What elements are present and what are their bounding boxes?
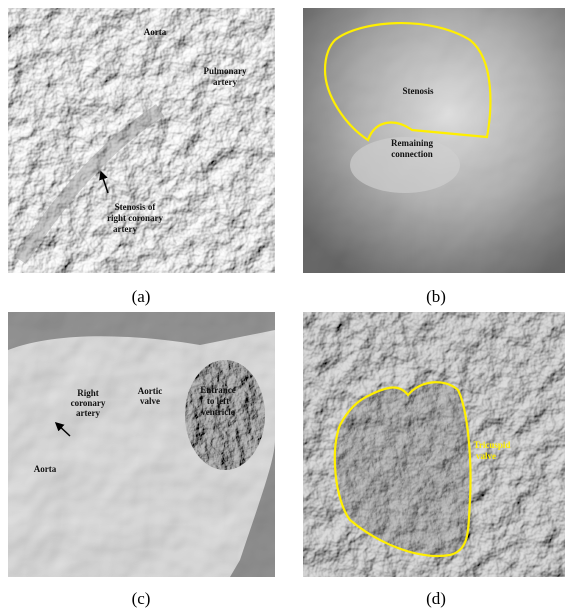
- caption: (d): [426, 589, 446, 608]
- caption: (c): [132, 589, 151, 608]
- annotation: coronary: [71, 398, 106, 408]
- annotation: valve: [140, 396, 160, 406]
- annotation: Aortic: [138, 386, 163, 396]
- caption: (a): [132, 287, 151, 306]
- annotation: Stenosis: [402, 86, 434, 96]
- annotation: to left: [207, 396, 229, 406]
- render-image: [8, 8, 275, 273]
- render-texture: [303, 8, 565, 273]
- figure: Aorta Pulmonary artery Stenosis of right…: [0, 0, 565, 612]
- annotation: Pulmonary: [203, 66, 247, 76]
- annotation: Entrance: [200, 385, 236, 395]
- annotation: valve: [476, 451, 496, 461]
- caption: (b): [426, 287, 446, 306]
- annotation: artery: [213, 77, 237, 87]
- panel-b: Stenosis Remaining connection (b): [303, 8, 565, 306]
- annotation: right coronary: [107, 213, 164, 223]
- annotation: artery: [76, 408, 100, 418]
- annotation: Aorta: [144, 27, 167, 37]
- annotation: Stenosis of: [115, 202, 157, 212]
- annotation: ventricle: [201, 407, 234, 417]
- annotation: connection: [391, 149, 433, 159]
- annotation: Right: [77, 388, 99, 398]
- panel-d: Tricuspid valve (d): [303, 312, 565, 608]
- annotation: Aorta: [34, 464, 57, 474]
- panel-c: Right coronary artery Aortic valve Entra…: [8, 312, 275, 608]
- panel-a: Aorta Pulmonary artery Stenosis of right…: [8, 8, 275, 306]
- annotation: Tricuspid: [474, 440, 511, 450]
- annotation: Remaining: [391, 138, 434, 148]
- annotation: artery: [113, 224, 137, 234]
